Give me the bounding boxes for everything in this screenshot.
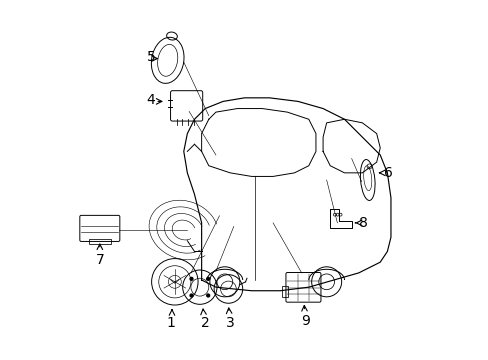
Circle shape: [206, 294, 209, 297]
Text: 3: 3: [225, 316, 234, 330]
Circle shape: [190, 294, 193, 297]
Text: 1: 1: [166, 316, 175, 330]
Circle shape: [206, 278, 209, 280]
Text: 2: 2: [201, 316, 209, 330]
Text: 4: 4: [146, 93, 155, 107]
Bar: [89, 239, 110, 244]
Text: 9: 9: [300, 314, 309, 328]
Circle shape: [190, 278, 193, 280]
Text: 7: 7: [95, 253, 104, 267]
Text: 5: 5: [146, 50, 155, 64]
Bar: [282, 287, 288, 297]
Text: 8: 8: [358, 216, 367, 230]
Text: 6: 6: [383, 166, 392, 180]
